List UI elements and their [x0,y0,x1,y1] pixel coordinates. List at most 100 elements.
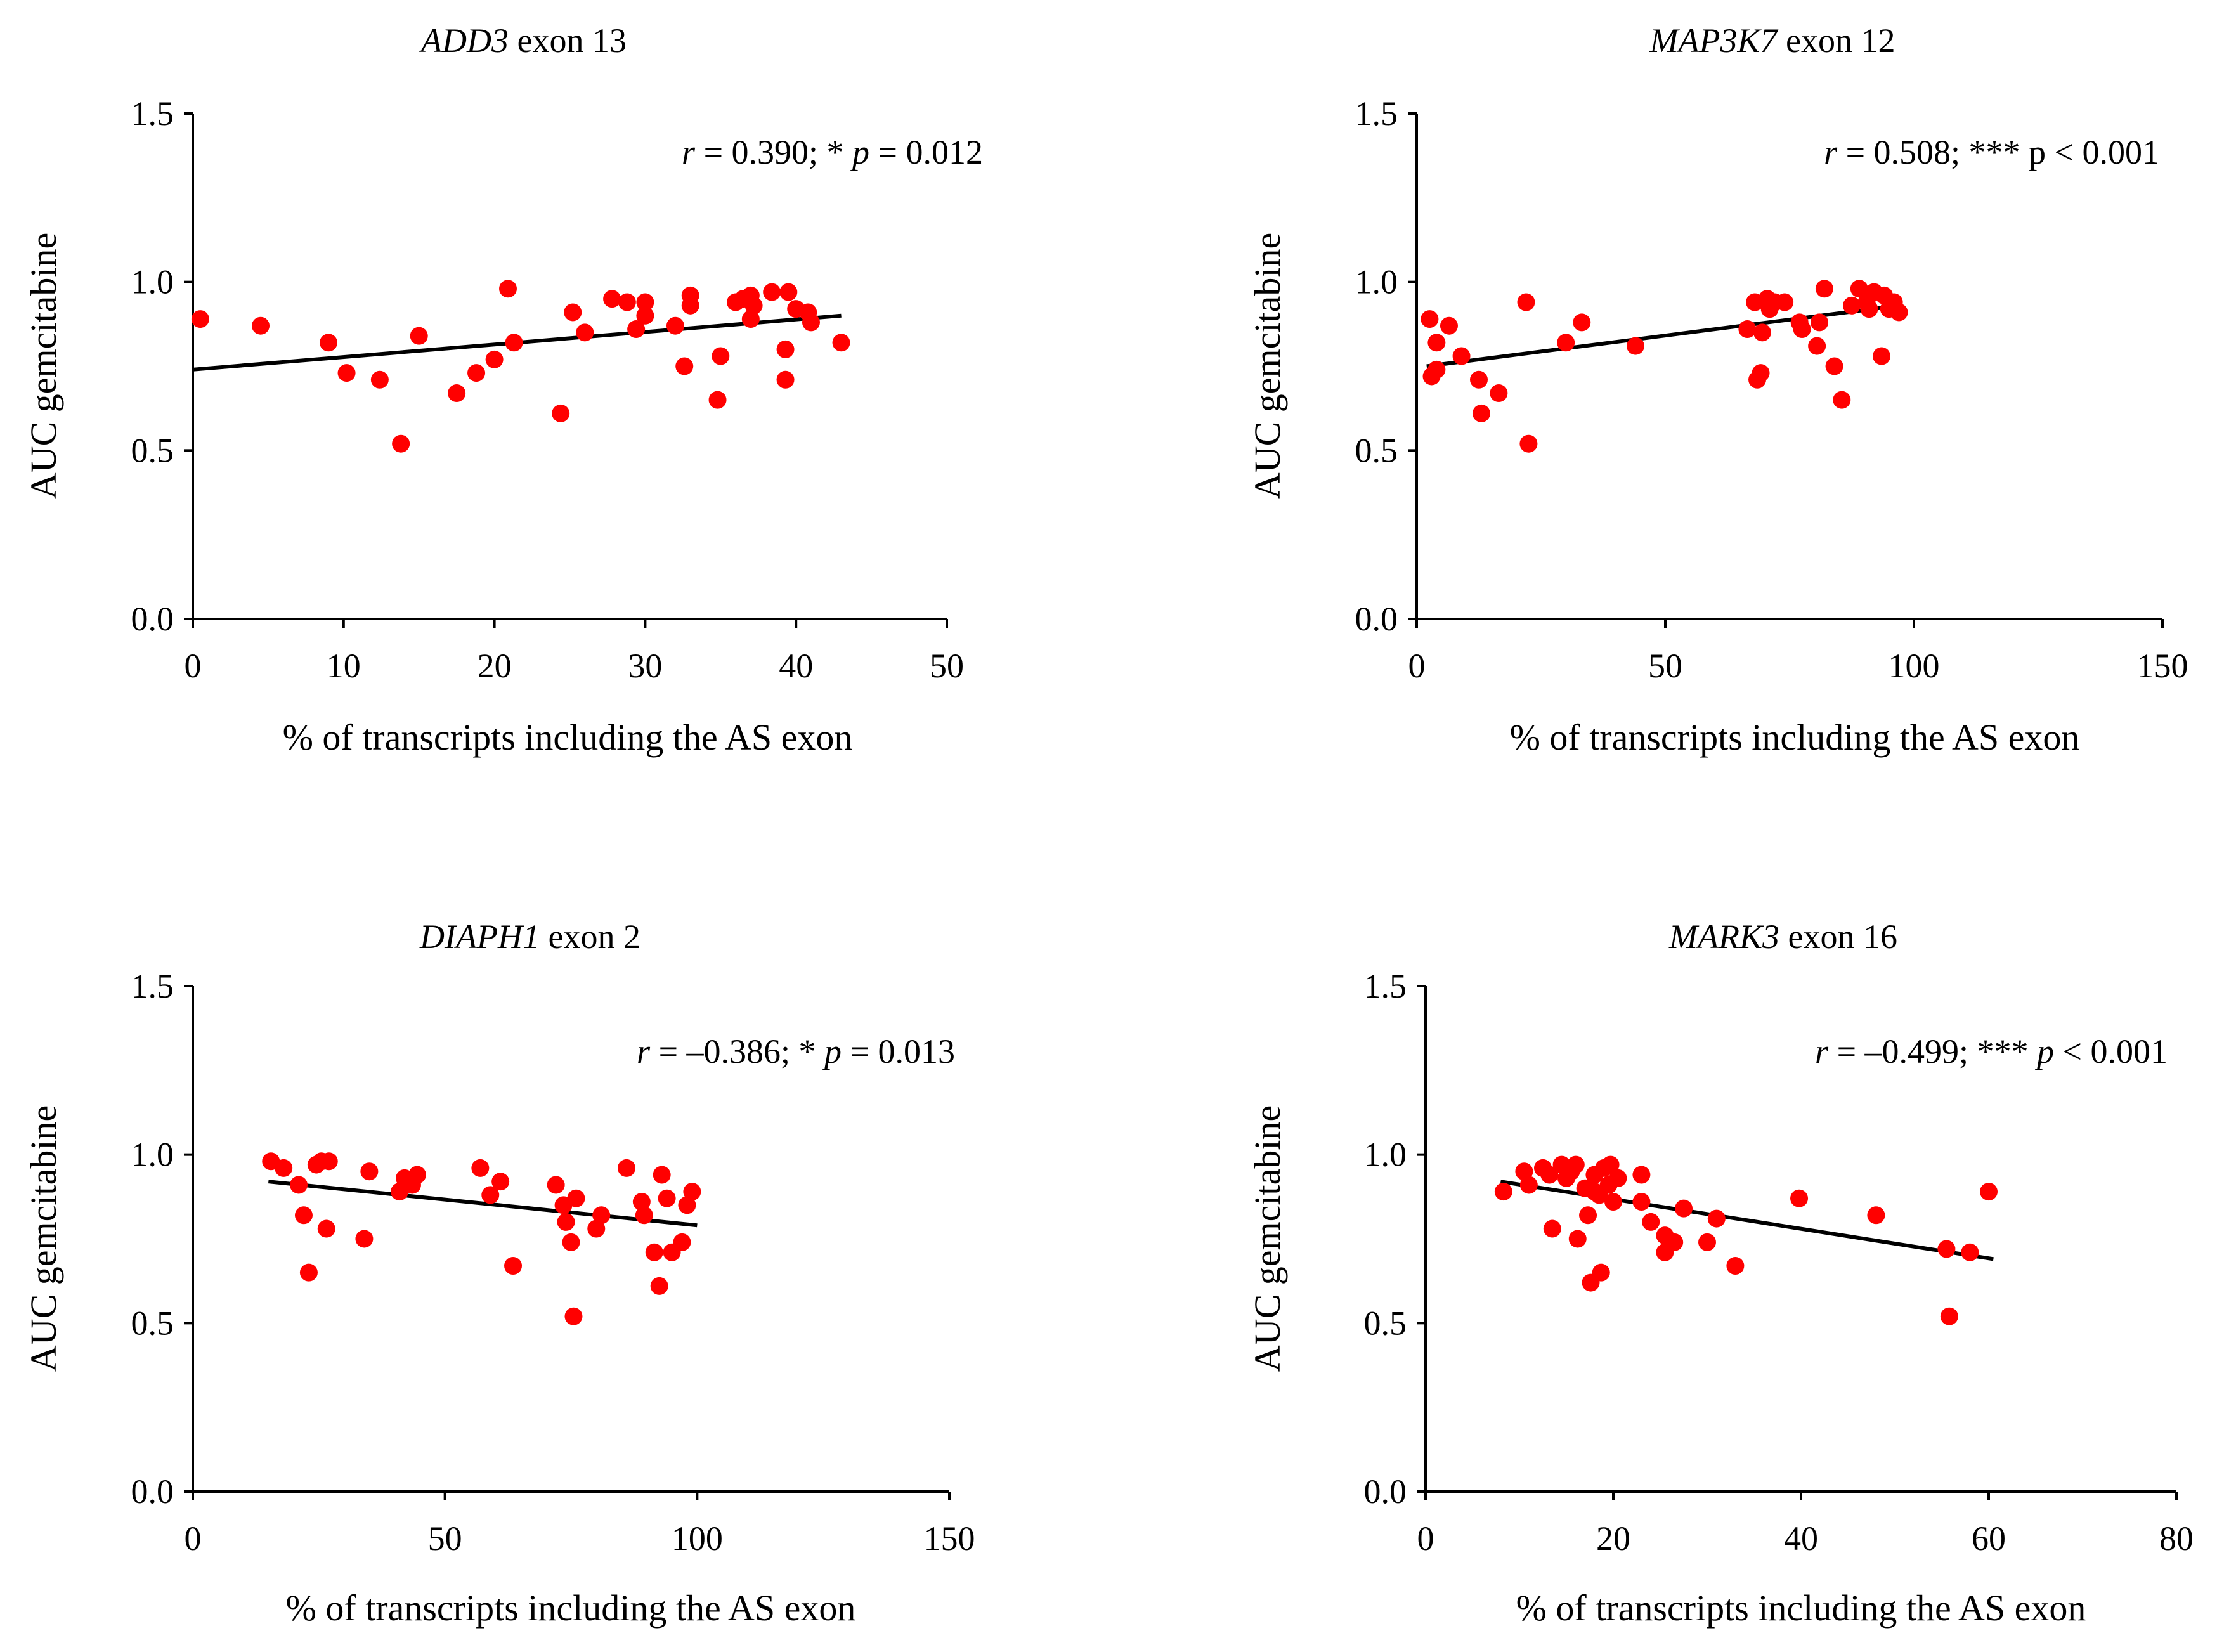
data-point [1573,313,1591,332]
data-point [1592,1263,1610,1282]
data-point [275,1159,293,1177]
data-point [779,283,798,301]
data-point [744,296,763,315]
y-tick-label: 1.0 [131,263,174,301]
data-point [1566,1155,1585,1174]
data-point [1568,1230,1587,1248]
data-point [802,313,820,332]
data-point [1793,320,1811,339]
y-axis-label: AUC gemcitabine [23,233,64,499]
data-point [485,350,504,368]
data-point [408,1166,426,1184]
data-point [650,1277,668,1295]
correlation-stat: r = 0.390; * p = 0.012 [682,133,983,171]
data-point [1850,280,1868,298]
x-tick-label: 80 [2159,1519,2194,1558]
data-point [1808,337,1826,355]
x-tick-label: 40 [779,647,813,685]
data-point [562,1233,580,1251]
data-point [564,1307,583,1325]
data-point [683,1183,701,1201]
data-point [632,1193,651,1211]
data-point [320,334,338,352]
data-point [1604,1193,1622,1211]
data-point [776,370,795,389]
trend-line [268,1180,698,1228]
data-point [491,1173,510,1191]
data-point [1632,1166,1651,1184]
data-point [481,1186,500,1204]
data-point [320,1152,338,1171]
data-point [1494,1183,1512,1201]
data-point [1980,1183,1998,1201]
y-tick-label: 0.5 [131,1304,174,1342]
data-point [1519,434,1538,453]
data-point [448,384,466,403]
y-tick-label: 0.0 [1355,600,1398,638]
y-axis-label: AUC gemcitabine [1247,1105,1288,1372]
data-point [471,1159,490,1177]
data-point [1860,300,1878,318]
y-tick-label: 1.5 [1364,967,1407,1005]
x-tick-label: 10 [327,647,361,685]
data-point [1427,360,1446,379]
y-axis-label: AUC gemcitabine [23,1105,64,1372]
data-point [355,1230,374,1248]
data-point [1873,347,1891,365]
x-axis-label: % of transcripts including the AS exon [283,717,853,758]
y-tick-label: 1.5 [1355,94,1398,133]
x-tick-label: 50 [930,647,964,685]
data-point [547,1176,565,1194]
data-point [317,1219,335,1238]
data-point [370,370,389,389]
data-point [360,1162,379,1181]
data-point [290,1176,308,1194]
data-point [1675,1199,1693,1218]
data-point [191,310,209,328]
data-point [636,306,654,325]
data-point [658,1189,676,1207]
data-point [1427,334,1446,352]
y-tick-label: 0.0 [131,1473,174,1511]
data-point [1707,1209,1726,1228]
data-point [1490,384,1508,403]
data-point [832,334,850,352]
data-point [708,391,727,409]
correlation-stat: r = 0.508; *** p < 0.001 [1824,133,2159,171]
data-point [1937,1240,1956,1258]
data-point [666,316,684,335]
data-point [567,1189,585,1207]
data-point [1843,296,1861,315]
data-point [1698,1233,1716,1251]
data-point [1543,1219,1561,1238]
data-point [1811,313,1829,332]
data-point [1961,1243,1979,1261]
data-point [1601,1155,1620,1174]
data-point [1440,316,1458,335]
x-tick-label: 100 [1889,647,1940,685]
chart-map3k7: MAP3K7 exon 12 AUC gemcitabine % of tran… [1247,22,2188,758]
y-tick-label: 1.0 [131,1136,174,1174]
x-tick-label: 0 [185,647,202,685]
data-point [1790,1189,1809,1207]
x-tick-label: 50 [1648,647,1682,685]
y-tick-label: 1.5 [131,967,174,1005]
data-point [587,1219,606,1238]
x-tick-label: 150 [2137,647,2188,685]
x-tick-label: 20 [478,647,512,685]
data-point [1626,337,1644,355]
data-point [1609,1169,1627,1187]
x-axis-label: % of transcripts including the AS exon [1510,717,2080,758]
data-point [505,334,523,352]
data-point [1517,293,1535,311]
data-point [337,364,356,382]
y-tick-label: 1.5 [131,94,174,133]
data-point [617,1159,635,1177]
data-point [299,1263,318,1282]
chart-mark3: MARK3 exon 16 AUC gemcitabine % of trans… [1247,918,2194,1629]
data-point [1557,334,1575,352]
data-point [636,293,654,311]
data-point [776,340,795,358]
data-point [467,364,486,382]
x-tick-label: 50 [428,1519,462,1558]
